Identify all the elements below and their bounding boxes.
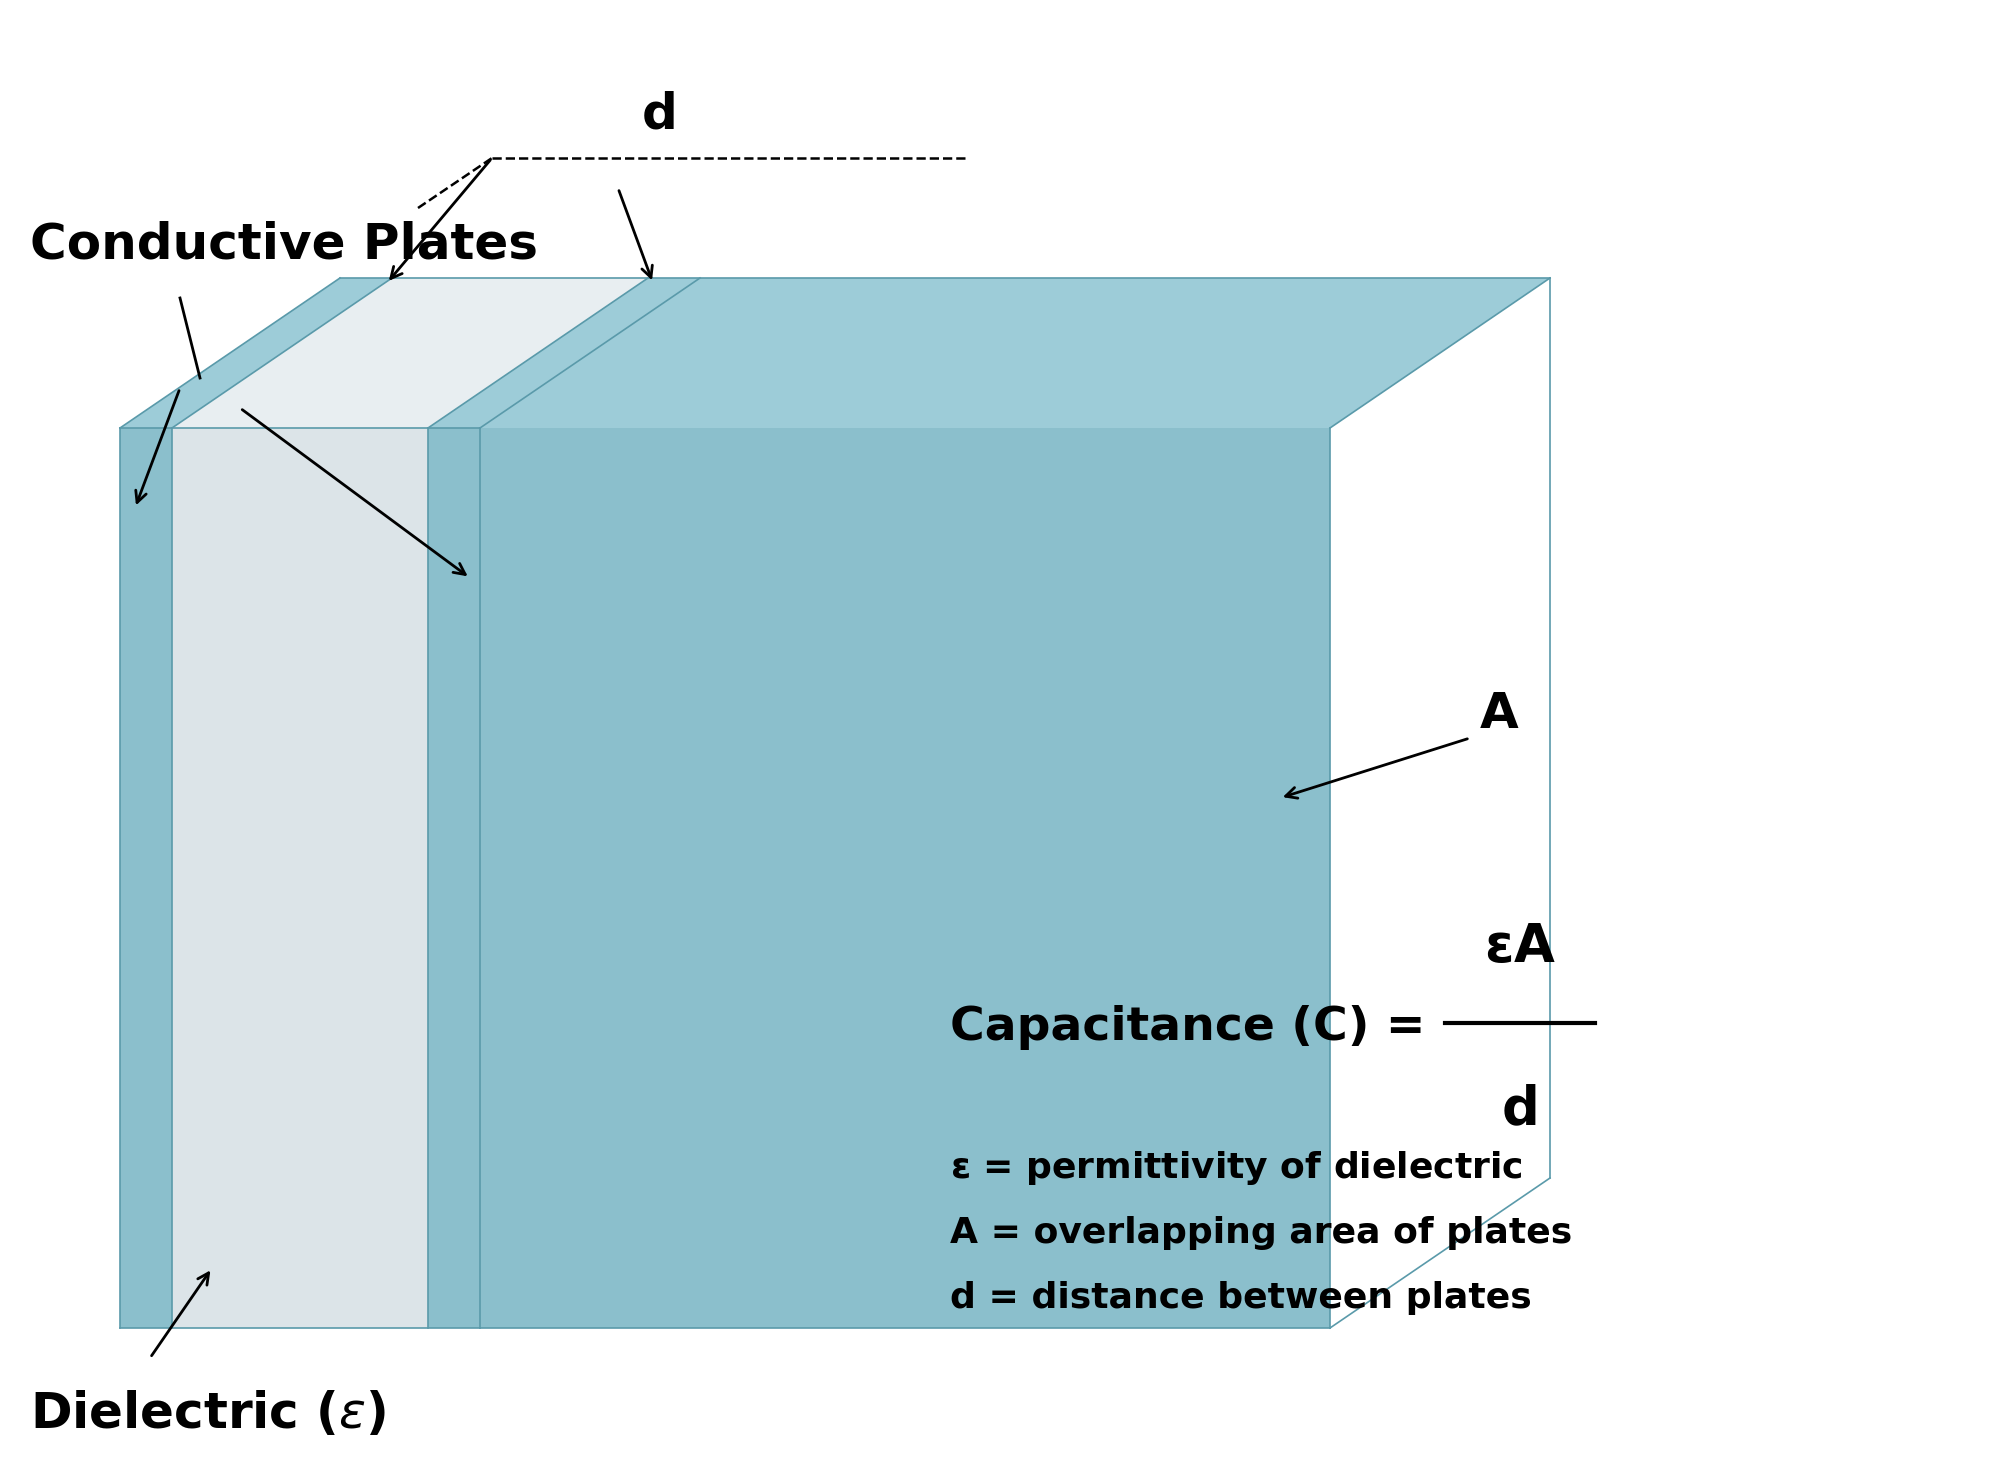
Polygon shape xyxy=(120,278,392,429)
Polygon shape xyxy=(120,278,1550,429)
Polygon shape xyxy=(120,429,171,1329)
Text: d: d xyxy=(1502,1083,1540,1135)
Text: Conductive Plates: Conductive Plates xyxy=(30,220,538,268)
Polygon shape xyxy=(480,429,1331,1329)
Polygon shape xyxy=(480,278,1550,429)
Polygon shape xyxy=(428,278,699,429)
Text: A: A xyxy=(1480,690,1518,738)
Polygon shape xyxy=(428,429,480,1329)
Text: d: d xyxy=(641,90,677,137)
Polygon shape xyxy=(171,278,647,429)
Text: d = distance between plates: d = distance between plates xyxy=(950,1281,1532,1315)
Text: $\mathbf{\varepsilon}$ = permittivity of dielectric: $\mathbf{\varepsilon}$ = permittivity of… xyxy=(950,1148,1522,1187)
Text: A = overlapping area of plates: A = overlapping area of plates xyxy=(950,1216,1572,1250)
Polygon shape xyxy=(171,429,428,1329)
Text: $\mathbf{\varepsilon}$A: $\mathbf{\varepsilon}$A xyxy=(1484,921,1556,973)
Text: Dielectric ($\varepsilon$): Dielectric ($\varepsilon$) xyxy=(30,1389,386,1438)
Text: Capacitance (C) =: Capacitance (C) = xyxy=(950,1005,1442,1051)
